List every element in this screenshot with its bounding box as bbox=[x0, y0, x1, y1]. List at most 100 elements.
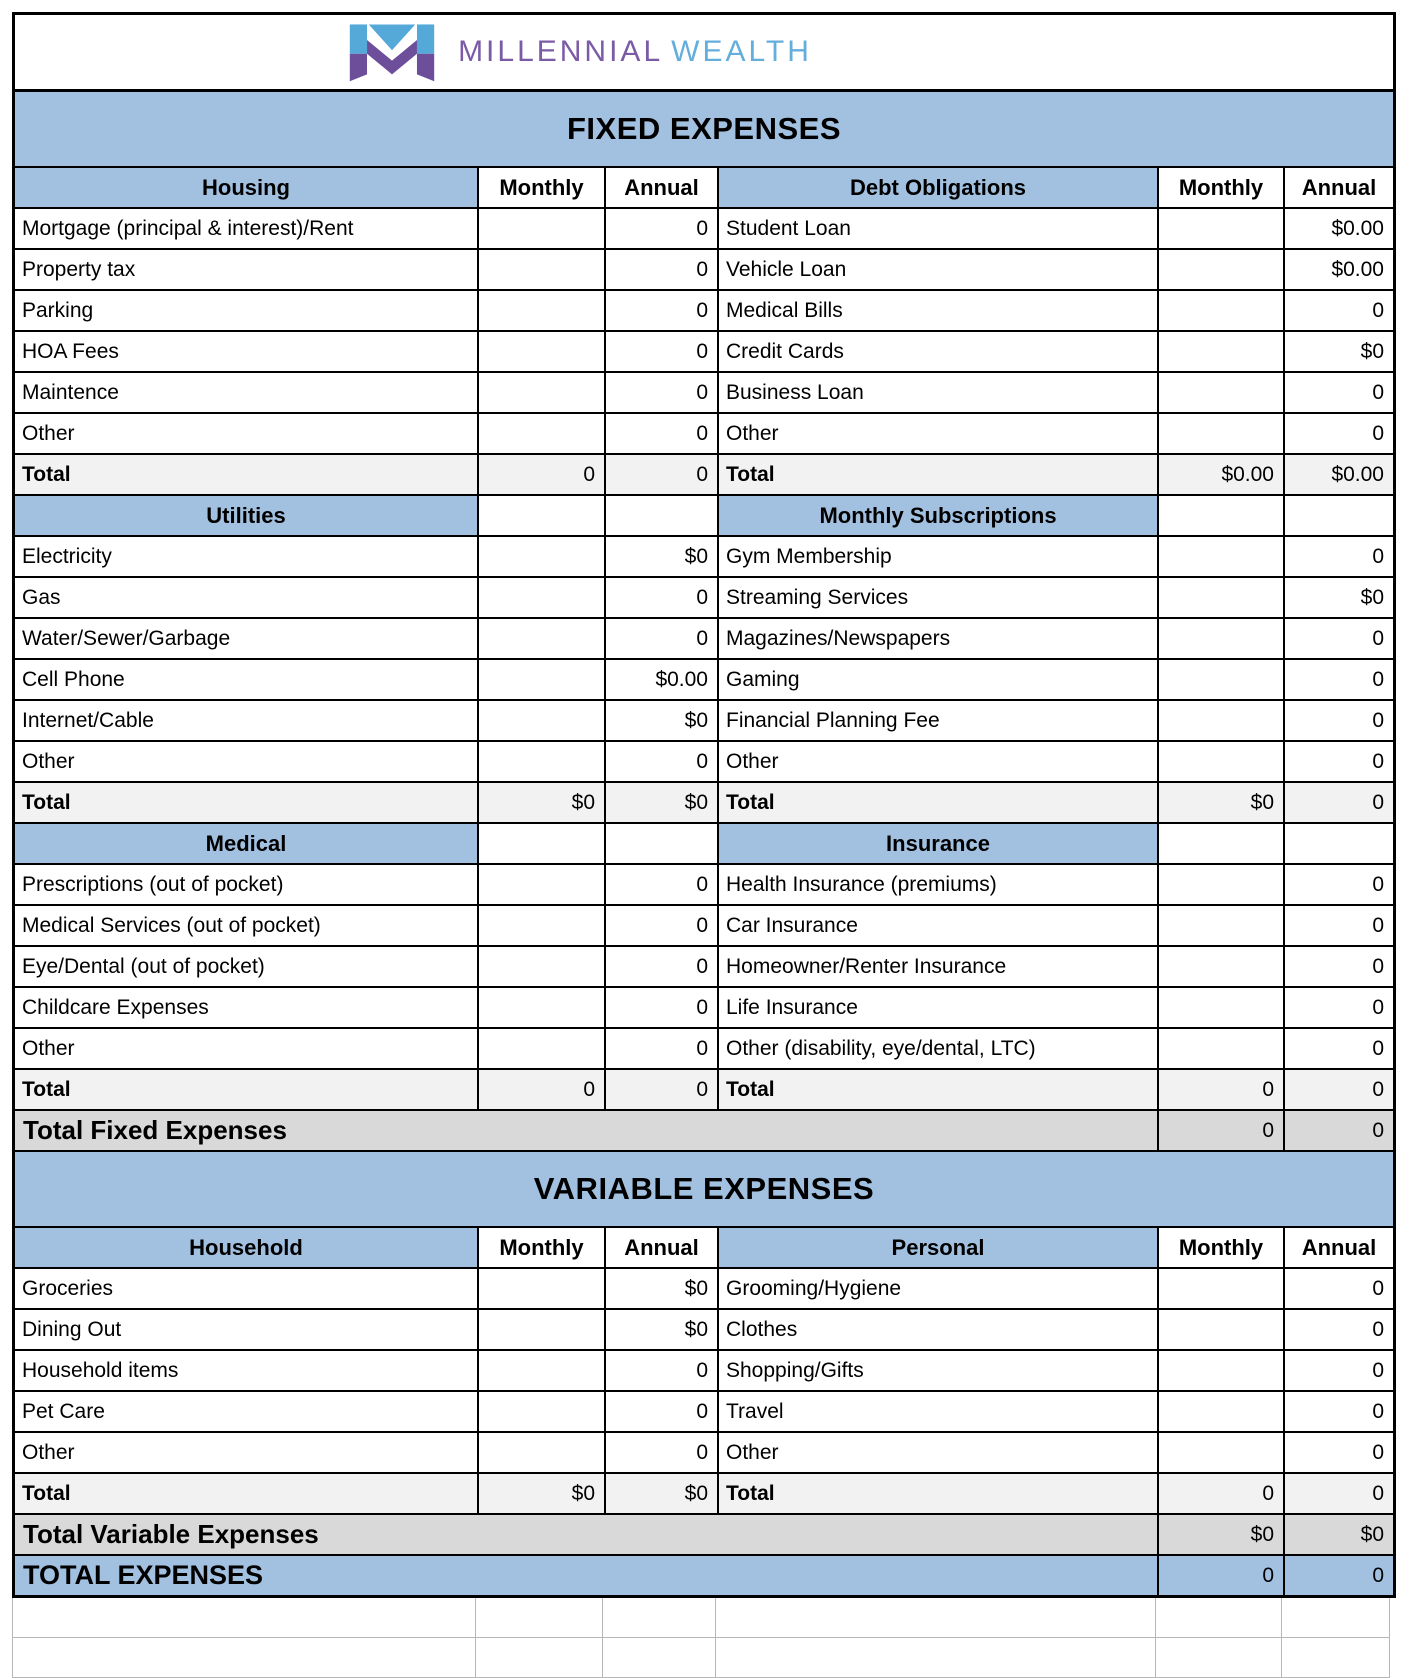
annual-value-cell[interactable]: 0 bbox=[606, 291, 719, 330]
category-label-cell[interactable]: Maintence bbox=[15, 373, 479, 412]
monthly-value-cell[interactable] bbox=[1159, 1351, 1285, 1390]
total-annual-cell[interactable]: 0 bbox=[1285, 1474, 1393, 1513]
empty-cell[interactable] bbox=[603, 1638, 716, 1678]
category-label-cell[interactable]: Gym Membership bbox=[719, 537, 1159, 576]
monthly-value-cell[interactable] bbox=[1159, 1392, 1285, 1431]
category-label-cell[interactable]: Other bbox=[15, 414, 479, 453]
blank-cell[interactable] bbox=[606, 824, 719, 863]
annual-value-cell[interactable]: 0 bbox=[606, 865, 719, 904]
empty-cell[interactable] bbox=[12, 1598, 476, 1638]
grand-total-annual-cell[interactable]: 0 bbox=[1285, 1556, 1393, 1595]
category-label-cell[interactable]: Other bbox=[15, 742, 479, 781]
monthly-value-cell[interactable] bbox=[479, 373, 606, 412]
category-label-cell[interactable]: Parking bbox=[15, 291, 479, 330]
total-label-cell[interactable]: Total bbox=[719, 1070, 1159, 1109]
empty-cell[interactable] bbox=[1282, 1638, 1390, 1678]
total-label-cell[interactable]: Total bbox=[719, 1474, 1159, 1513]
category-label-cell[interactable]: Other (disability, eye/dental, LTC) bbox=[719, 1029, 1159, 1068]
total-annual-cell[interactable]: 0 bbox=[606, 455, 719, 494]
blank-cell[interactable] bbox=[1159, 824, 1285, 863]
annual-value-cell[interactable]: 0 bbox=[606, 373, 719, 412]
monthly-value-cell[interactable] bbox=[1159, 660, 1285, 699]
annual-value-cell[interactable]: 0 bbox=[606, 578, 719, 617]
column-header-cell[interactable]: Annual bbox=[606, 168, 719, 207]
annual-value-cell[interactable]: $0 bbox=[1360, 339, 1384, 363]
empty-cell[interactable] bbox=[1282, 1598, 1390, 1638]
annual-value-cell[interactable]: 0 bbox=[606, 906, 719, 945]
category-label-cell[interactable]: Gaming bbox=[719, 660, 1159, 699]
category-label-cell[interactable]: Magazines/Newspapers bbox=[719, 619, 1159, 658]
total-annual-cell[interactable]: $0 bbox=[606, 783, 719, 822]
total-monthly-cell[interactable]: 0 bbox=[1159, 1070, 1285, 1109]
annual-value-cell[interactable]: 0 bbox=[1372, 1317, 1384, 1341]
monthly-value-cell[interactable] bbox=[1159, 414, 1285, 453]
total-monthly-cell[interactable]: $0 bbox=[1159, 783, 1285, 822]
annual-value-cell[interactable]: 0 bbox=[606, 742, 719, 781]
monthly-value-cell[interactable] bbox=[1159, 865, 1285, 904]
category-label-cell[interactable]: Medical Services (out of pocket) bbox=[15, 906, 479, 945]
monthly-value-cell[interactable] bbox=[1159, 947, 1285, 986]
fixed-expenses-banner[interactable]: FIXED EXPENSES bbox=[15, 92, 1393, 168]
category-label-cell[interactable]: Gas bbox=[15, 578, 479, 617]
category-label-cell[interactable]: Financial Planning Fee bbox=[719, 701, 1159, 740]
monthly-value-cell[interactable] bbox=[1159, 373, 1285, 412]
empty-cell[interactable] bbox=[1156, 1598, 1282, 1638]
column-header-cell[interactable]: Annual bbox=[606, 1228, 719, 1267]
monthly-value-cell[interactable] bbox=[1159, 250, 1285, 289]
empty-cell[interactable] bbox=[476, 1638, 603, 1678]
total-label-cell[interactable]: Total bbox=[719, 783, 1159, 822]
monthly-value-cell[interactable] bbox=[479, 701, 606, 740]
annual-value-cell[interactable]: 0 bbox=[1372, 708, 1384, 732]
category-label-cell[interactable]: Childcare Expenses bbox=[15, 988, 479, 1027]
column-header-cell[interactable]: Personal bbox=[719, 1228, 1159, 1267]
empty-cell[interactable] bbox=[476, 1598, 603, 1638]
category-label-cell[interactable]: Prescriptions (out of pocket) bbox=[15, 865, 479, 904]
total-label-cell[interactable]: Total bbox=[719, 455, 1159, 494]
column-header-cell[interactable]: Annual bbox=[1301, 174, 1377, 200]
grand-total-label-cell[interactable]: Total Fixed Expenses bbox=[15, 1111, 1159, 1150]
monthly-value-cell[interactable] bbox=[479, 947, 606, 986]
column-header-cell[interactable]: Housing bbox=[15, 168, 479, 207]
monthly-value-cell[interactable] bbox=[1159, 742, 1285, 781]
column-header-cell[interactable]: Monthly bbox=[479, 1228, 606, 1267]
total-annual-cell[interactable]: $0 bbox=[606, 1474, 719, 1513]
total-monthly-cell[interactable]: 0 bbox=[479, 455, 606, 494]
category-label-cell[interactable]: Homeowner/Renter Insurance bbox=[719, 947, 1159, 986]
annual-value-cell[interactable]: 0 bbox=[606, 619, 719, 658]
annual-value-cell[interactable]: $0 bbox=[606, 1269, 719, 1308]
monthly-value-cell[interactable] bbox=[1159, 291, 1285, 330]
category-label-cell[interactable]: Property tax bbox=[15, 250, 479, 289]
category-label-cell[interactable]: Other bbox=[719, 414, 1159, 453]
monthly-value-cell[interactable] bbox=[479, 537, 606, 576]
annual-value-cell[interactable]: $0 bbox=[606, 537, 719, 576]
total-annual-cell[interactable]: $0.00 bbox=[1285, 455, 1393, 494]
blank-cell[interactable] bbox=[1159, 496, 1285, 535]
monthly-value-cell[interactable] bbox=[479, 209, 606, 248]
monthly-value-cell[interactable] bbox=[479, 1392, 606, 1431]
monthly-value-cell[interactable] bbox=[479, 1310, 606, 1349]
category-label-cell[interactable]: Other bbox=[719, 1433, 1159, 1472]
annual-value-cell[interactable]: 0 bbox=[606, 250, 719, 289]
grand-total-annual-cell[interactable]: $0 bbox=[1285, 1515, 1393, 1554]
total-label-cell[interactable]: Total bbox=[15, 1070, 479, 1109]
section-header-cell[interactable]: Medical bbox=[15, 824, 479, 863]
annual-value-cell[interactable]: 0 bbox=[606, 1433, 719, 1472]
annual-value-cell[interactable]: 0 bbox=[1372, 380, 1384, 404]
category-label-cell[interactable]: Internet/Cable bbox=[15, 701, 479, 740]
category-label-cell[interactable]: Cell Phone bbox=[15, 660, 479, 699]
annual-value-cell[interactable]: 0 bbox=[1372, 913, 1384, 937]
empty-cell[interactable] bbox=[716, 1598, 1156, 1638]
monthly-value-cell[interactable] bbox=[479, 988, 606, 1027]
monthly-value-cell[interactable] bbox=[1159, 1310, 1285, 1349]
monthly-value-cell[interactable] bbox=[479, 1351, 606, 1390]
monthly-value-cell[interactable] bbox=[1159, 1433, 1285, 1472]
annual-value-cell[interactable]: $0 bbox=[606, 1310, 719, 1349]
monthly-value-cell[interactable] bbox=[1159, 988, 1285, 1027]
annual-value-cell[interactable]: 0 bbox=[606, 988, 719, 1027]
annual-value-cell[interactable]: 0 bbox=[606, 1029, 719, 1068]
annual-value-cell[interactable]: $0 bbox=[1360, 585, 1384, 609]
category-label-cell[interactable]: Grooming/Hygiene bbox=[719, 1269, 1159, 1308]
monthly-value-cell[interactable] bbox=[479, 865, 606, 904]
grand-total-label-cell[interactable]: TOTAL EXPENSES bbox=[15, 1556, 1159, 1595]
column-header-cell[interactable]: Household bbox=[15, 1228, 479, 1267]
